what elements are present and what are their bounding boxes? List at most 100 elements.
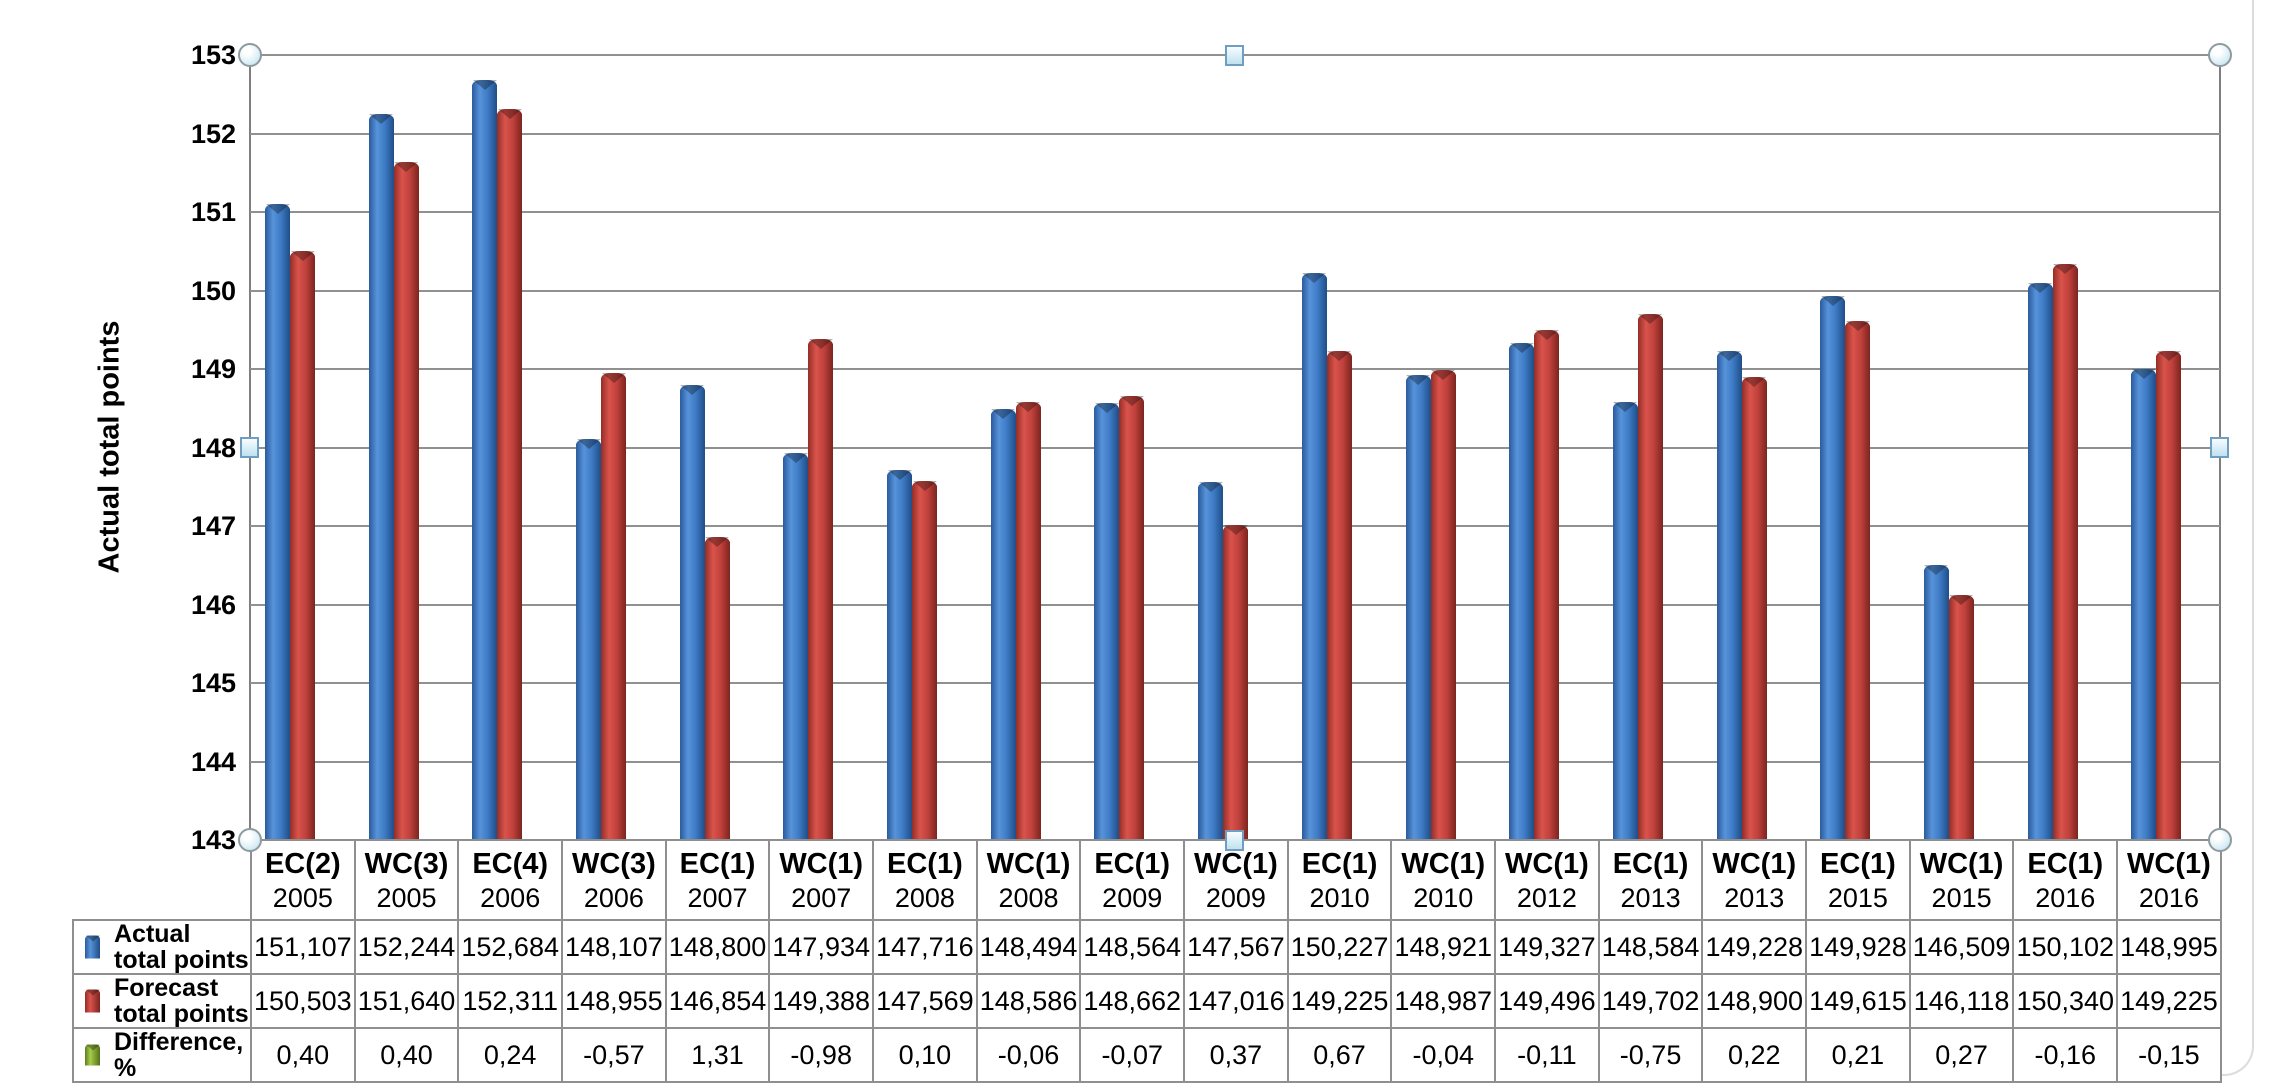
forecast-bar[interactable] <box>1119 395 1145 840</box>
actual-bar[interactable] <box>2027 282 2053 840</box>
plot-area[interactable] <box>249 54 2221 841</box>
value-cell: 147,569 <box>872 973 978 1029</box>
y-axis-title: Actual total points <box>93 320 126 574</box>
value-cell: 147,016 <box>1183 973 1289 1029</box>
actual-bar[interactable] <box>783 452 809 840</box>
category-year: 2009 <box>1102 882 1163 913</box>
forecast-bar[interactable] <box>1845 320 1871 840</box>
category-header: EC(4) 2006 <box>457 839 564 921</box>
forecast-bar[interactable] <box>912 481 938 840</box>
category-code: EC(1) <box>679 847 756 880</box>
category-header: WC(1) 2009 <box>1183 839 1289 921</box>
actual-bar[interactable] <box>990 408 1016 840</box>
value-cell: 151,107 <box>250 919 356 975</box>
category-code: EC(1) <box>1820 847 1896 880</box>
actual-bar[interactable] <box>1405 375 1431 840</box>
value-cell: 0,24 <box>457 1027 564 1083</box>
value-cell: 1,31 <box>664 1027 771 1083</box>
value-cell: -0,04 <box>1390 1027 1497 1083</box>
y-tick-label: 147 <box>190 511 236 541</box>
category-header: WC(3) 2005 <box>353 839 460 921</box>
category-year: 2006 <box>583 882 644 913</box>
actual-bar[interactable] <box>679 384 705 840</box>
actual-bar[interactable] <box>576 439 602 840</box>
forecast-bar[interactable] <box>601 372 627 840</box>
category-header: EC(1) 2009 <box>1079 839 1186 921</box>
forecast-bar[interactable] <box>2156 351 2182 840</box>
actual-bar[interactable] <box>2131 369 2157 840</box>
actual-bar[interactable] <box>1612 401 1638 840</box>
forecast-bar[interactable] <box>393 161 419 840</box>
forecast-bar[interactable] <box>2052 263 2078 840</box>
actual-bar[interactable] <box>1094 403 1120 840</box>
category-header: EC(1) 2016 <box>2012 839 2119 921</box>
category-code: WC(1) <box>779 847 864 880</box>
value-cell: 0,37 <box>1183 1027 1289 1083</box>
value-cell: 147,567 <box>1183 919 1289 975</box>
actual-bar[interactable] <box>1301 272 1327 840</box>
value-cell: 149,327 <box>1494 919 1600 975</box>
forecast-bar[interactable] <box>808 338 834 840</box>
actual-bar[interactable] <box>1716 351 1742 840</box>
value-cell: -0,06 <box>975 1027 1082 1083</box>
value-cell: 0,40 <box>250 1027 356 1083</box>
value-cell: 0,27 <box>1908 1027 2015 1083</box>
category-code: WC(3) <box>364 847 449 880</box>
selection-handle-bottom-middle[interactable] <box>1225 830 1244 851</box>
selection-handle-bottom-right[interactable] <box>2208 828 2232 852</box>
category-year: 2016 <box>2138 882 2199 913</box>
category-year: 2008 <box>894 882 955 913</box>
forecast-bar[interactable] <box>1430 370 1456 840</box>
category-code: WC(3) <box>571 847 656 880</box>
category-year: 2009 <box>1205 882 1266 913</box>
forecast-bar[interactable] <box>1223 524 1249 840</box>
legend-green-key-icon <box>85 1044 100 1066</box>
selection-handle-middle-left[interactable] <box>240 437 259 458</box>
forecast-bar[interactable] <box>1015 401 1041 840</box>
y-tick-label: 146 <box>190 589 236 620</box>
actual-bar[interactable] <box>1923 564 1949 840</box>
forecast-bar[interactable] <box>1326 351 1352 840</box>
actual-bar[interactable] <box>1198 481 1224 840</box>
category-code: WC(1) <box>1401 847 1486 880</box>
value-cell: 148,494 <box>975 919 1082 975</box>
actual-bar[interactable] <box>1509 343 1535 840</box>
value-cell: 148,584 <box>1597 919 1704 975</box>
category-header: EC(1) 2013 <box>1597 839 1704 921</box>
category-code: WC(1) <box>2127 847 2211 880</box>
actual-bar[interactable] <box>472 79 498 840</box>
forecast-bar[interactable] <box>497 109 523 840</box>
selection-handle-top-left[interactable] <box>238 43 262 67</box>
series-label-cell: Forecast total points <box>72 973 252 1029</box>
value-cell: 149,615 <box>1805 973 1911 1029</box>
series-label-cell: Actual total points <box>72 919 252 975</box>
actual-bar[interactable] <box>265 203 290 840</box>
value-cell: -0,98 <box>768 1027 875 1083</box>
value-cell: 150,227 <box>1286 919 1393 975</box>
category-header: WC(1) 2016 <box>2116 839 2222 921</box>
selection-handle-top-right[interactable] <box>2208 43 2232 67</box>
gridline <box>250 446 2220 449</box>
value-cell: 148,900 <box>1701 973 1808 1029</box>
value-cell: 148,995 <box>2116 919 2222 975</box>
forecast-bar[interactable] <box>1741 376 1767 840</box>
forecast-bar[interactable] <box>1637 313 1663 840</box>
actual-bar[interactable] <box>368 114 394 840</box>
category-code: EC(4) <box>472 847 549 880</box>
value-cell: 148,800 <box>664 919 771 975</box>
forecast-bar[interactable] <box>290 251 315 840</box>
value-cell: -0,75 <box>1597 1027 1704 1083</box>
value-cell: -0,57 <box>561 1027 667 1083</box>
selection-handle-bottom-left[interactable] <box>238 828 262 852</box>
value-cell: 148,586 <box>975 973 1082 1029</box>
actual-bar[interactable] <box>1820 296 1846 840</box>
forecast-bar[interactable] <box>1534 330 1560 840</box>
selection-handle-middle-right[interactable] <box>2210 437 2229 458</box>
category-header: WC(1) 2015 <box>1908 839 2015 921</box>
forecast-bar[interactable] <box>1948 595 1974 840</box>
category-year: 2015 <box>1931 882 1992 913</box>
forecast-bar[interactable] <box>704 537 730 840</box>
actual-bar[interactable] <box>887 469 913 840</box>
selection-handle-top-middle[interactable] <box>1225 45 1244 66</box>
value-cell: 148,564 <box>1079 919 1186 975</box>
